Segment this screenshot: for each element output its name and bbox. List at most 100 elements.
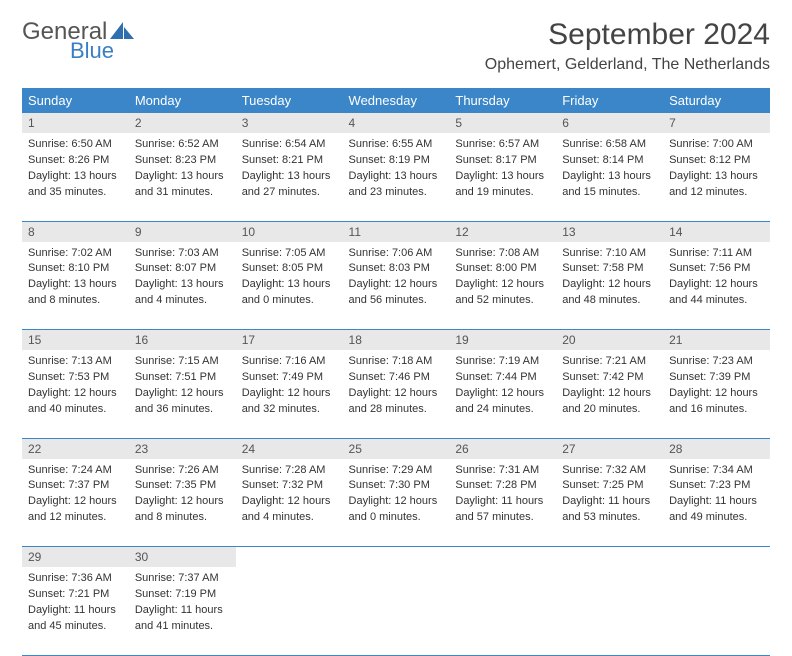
day-line: Daylight: 11 hours [455,494,550,509]
day-line: Sunrise: 7:26 AM [135,463,230,478]
day-line: Daylight: 12 hours [562,277,657,292]
day-line: and 23 minutes. [349,185,444,200]
day-content-cell: Sunrise: 7:05 AMSunset: 8:05 PMDaylight:… [236,242,343,330]
day-line: Sunset: 7:37 PM [28,478,123,493]
day-cell: Sunrise: 6:58 AMSunset: 8:14 PMDaylight:… [556,133,663,206]
day-line: Sunset: 7:21 PM [28,587,123,602]
day-content-cell: Sunrise: 7:11 AMSunset: 7:56 PMDaylight:… [663,242,770,330]
day-line: and 35 minutes. [28,185,123,200]
day-cell: Sunrise: 7:06 AMSunset: 8:03 PMDaylight:… [343,242,450,315]
day-line: Sunrise: 6:55 AM [349,137,444,152]
weekday-header: Wednesday [343,88,450,113]
day-line: Sunset: 8:07 PM [135,261,230,276]
day-number-cell: 19 [449,330,556,351]
day-line: Sunrise: 7:15 AM [135,354,230,369]
day-content-cell: Sunrise: 7:36 AMSunset: 7:21 PMDaylight:… [22,567,129,655]
day-content-cell: Sunrise: 7:10 AMSunset: 7:58 PMDaylight:… [556,242,663,330]
day-line: Daylight: 12 hours [669,386,764,401]
day-line: Sunrise: 7:24 AM [28,463,123,478]
day-cell: Sunrise: 7:28 AMSunset: 7:32 PMDaylight:… [236,459,343,532]
day-line: Daylight: 12 hours [349,277,444,292]
day-line: Sunrise: 7:37 AM [135,571,230,586]
day-number-cell: 11 [343,221,450,242]
daynum-row: 15161718192021 [22,330,770,351]
day-number-cell: 16 [129,330,236,351]
day-cell: Sunrise: 7:26 AMSunset: 7:35 PMDaylight:… [129,459,236,532]
day-line: and 36 minutes. [135,402,230,417]
weekday-header: Friday [556,88,663,113]
day-content-cell: Sunrise: 7:31 AMSunset: 7:28 PMDaylight:… [449,459,556,547]
day-line: Sunset: 7:49 PM [242,370,337,385]
day-number-cell: 8 [22,221,129,242]
day-line: Sunrise: 7:02 AM [28,246,123,261]
day-number-cell: 20 [556,330,663,351]
day-line: Sunset: 7:58 PM [562,261,657,276]
day-line: Daylight: 13 hours [28,169,123,184]
day-line: Sunrise: 7:28 AM [242,463,337,478]
day-number-cell: 27 [556,438,663,459]
day-cell: Sunrise: 7:19 AMSunset: 7:44 PMDaylight:… [449,350,556,423]
day-cell: Sunrise: 7:00 AMSunset: 8:12 PMDaylight:… [663,133,770,206]
brand-logo: General Blue [22,18,152,68]
day-line: Daylight: 11 hours [28,603,123,618]
day-line: Sunset: 8:26 PM [28,153,123,168]
day-line: Daylight: 13 hours [562,169,657,184]
weekday-header: Tuesday [236,88,343,113]
day-line: Daylight: 12 hours [242,494,337,509]
day-line: Sunrise: 7:11 AM [669,246,764,261]
day-content-cell: Sunrise: 7:00 AMSunset: 8:12 PMDaylight:… [663,133,770,221]
content-row: Sunrise: 7:24 AMSunset: 7:37 PMDaylight:… [22,459,770,547]
day-content-cell: Sunrise: 7:28 AMSunset: 7:32 PMDaylight:… [236,459,343,547]
day-line: Sunrise: 7:23 AM [669,354,764,369]
content-row: Sunrise: 7:36 AMSunset: 7:21 PMDaylight:… [22,567,770,655]
day-content-cell [663,567,770,655]
day-number-cell: 10 [236,221,343,242]
day-line: and 56 minutes. [349,293,444,308]
day-content-cell: Sunrise: 7:37 AMSunset: 7:19 PMDaylight:… [129,567,236,655]
day-number-cell: 12 [449,221,556,242]
day-number-cell: 14 [663,221,770,242]
day-number-cell: 30 [129,547,236,568]
day-number-cell: 4 [343,113,450,133]
day-number-cell: 21 [663,330,770,351]
day-cell: Sunrise: 7:10 AMSunset: 7:58 PMDaylight:… [556,242,663,315]
day-line: Sunrise: 7:13 AM [28,354,123,369]
day-content-cell: Sunrise: 7:21 AMSunset: 7:42 PMDaylight:… [556,350,663,438]
day-number-cell: 22 [22,438,129,459]
day-line: and 8 minutes. [135,510,230,525]
day-content-cell: Sunrise: 7:13 AMSunset: 7:53 PMDaylight:… [22,350,129,438]
day-line: Sunrise: 6:58 AM [562,137,657,152]
day-content-cell: Sunrise: 7:08 AMSunset: 8:00 PMDaylight:… [449,242,556,330]
day-line: Sunrise: 7:05 AM [242,246,337,261]
day-line: and 8 minutes. [28,293,123,308]
day-content-cell: Sunrise: 7:26 AMSunset: 7:35 PMDaylight:… [129,459,236,547]
daynum-row: 2930 [22,547,770,568]
day-line: Sunrise: 7:29 AM [349,463,444,478]
day-line: Daylight: 13 hours [135,277,230,292]
day-line: Sunset: 7:56 PM [669,261,764,276]
day-line: Daylight: 11 hours [562,494,657,509]
day-cell: Sunrise: 7:05 AMSunset: 8:05 PMDaylight:… [236,242,343,315]
day-cell: Sunrise: 6:54 AMSunset: 8:21 PMDaylight:… [236,133,343,206]
day-line: Daylight: 12 hours [28,494,123,509]
day-cell: Sunrise: 7:24 AMSunset: 7:37 PMDaylight:… [22,459,129,532]
day-line: Sunset: 8:19 PM [349,153,444,168]
day-line: and 12 minutes. [28,510,123,525]
day-line: Daylight: 12 hours [455,277,550,292]
day-line: and 15 minutes. [562,185,657,200]
day-line: Sunrise: 7:16 AM [242,354,337,369]
weekday-header: Monday [129,88,236,113]
day-number-cell: 26 [449,438,556,459]
header: General Blue September 2024 Ophemert, Ge… [22,18,770,74]
day-line: Sunset: 7:30 PM [349,478,444,493]
day-line: and 12 minutes. [669,185,764,200]
day-cell: Sunrise: 7:23 AMSunset: 7:39 PMDaylight:… [663,350,770,423]
day-line: and 53 minutes. [562,510,657,525]
day-line: Sunrise: 7:19 AM [455,354,550,369]
day-line: and 49 minutes. [669,510,764,525]
day-line: Sunset: 8:23 PM [135,153,230,168]
day-cell: Sunrise: 6:52 AMSunset: 8:23 PMDaylight:… [129,133,236,206]
day-content-cell: Sunrise: 7:02 AMSunset: 8:10 PMDaylight:… [22,242,129,330]
daynum-row: 1234567 [22,113,770,133]
day-line: and 24 minutes. [455,402,550,417]
